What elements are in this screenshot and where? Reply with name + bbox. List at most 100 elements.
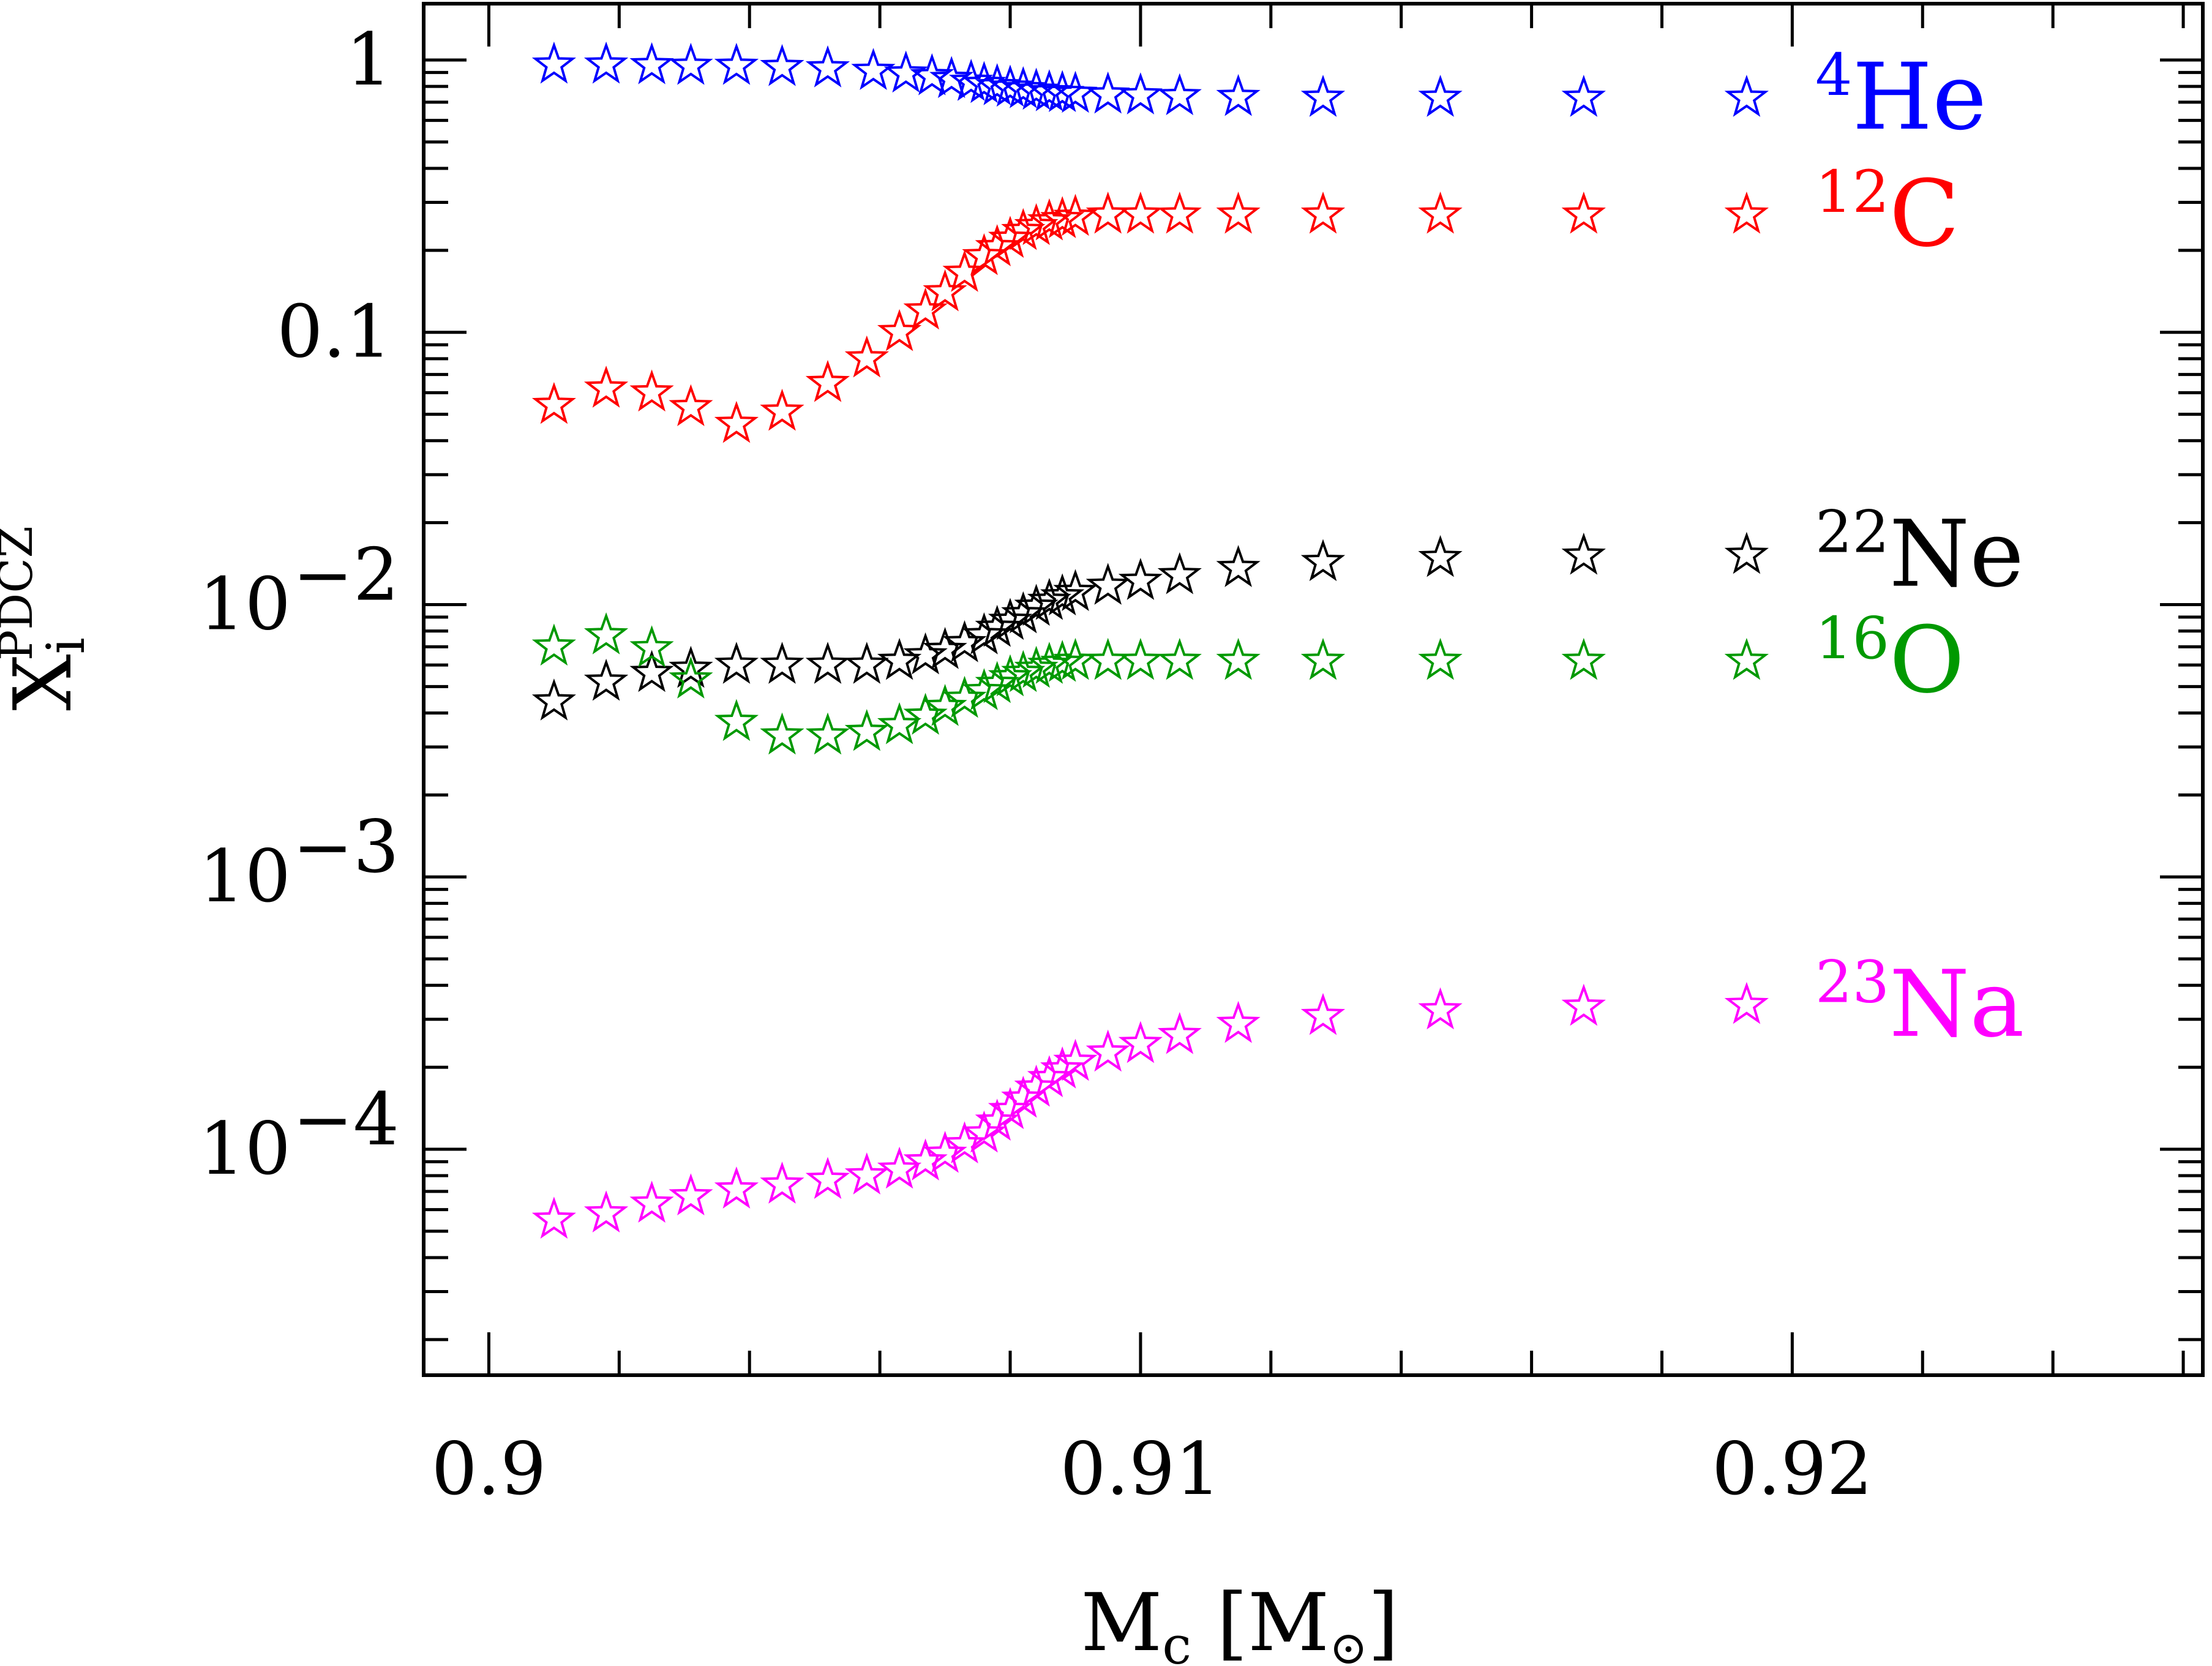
data-point [923,1130,967,1173]
data-point [760,388,804,431]
data-point [583,41,629,84]
data-point [805,642,850,684]
plot-frame [422,2,2205,1377]
data-point [1157,73,1202,116]
data-point [1216,637,1261,680]
x-tick-label: 0.91 [1060,1427,1221,1511]
data-point [1027,577,1071,620]
x-tick-label: 0.92 [1712,1427,1873,1511]
data-point [844,335,889,378]
data-point [851,48,896,90]
data-point [669,656,713,699]
data-point [1001,208,1046,250]
data-point [1724,75,1769,117]
data-point [1040,573,1085,616]
data-point [583,1190,629,1233]
data-point [962,612,1007,655]
data-point [1561,75,1606,117]
data-point [844,1152,889,1195]
data-point [1561,983,1606,1026]
x-axis-title: Mc [M⊙] [1081,1576,1398,1666]
data-point [1216,191,1261,234]
data-point [760,642,804,684]
ticks-layer [424,4,2203,1375]
data-point [1001,591,1046,634]
data-point [923,269,967,312]
data-point [1085,191,1130,234]
data-point [669,645,713,688]
data-point [1053,1038,1098,1081]
data-point [583,658,629,701]
data-point [1724,531,1769,574]
data-point [1300,539,1346,582]
data-point [714,1166,759,1209]
data-point [669,384,713,427]
data-point [1040,1046,1085,1089]
data-point [877,702,922,745]
data-point [844,642,889,684]
data-point [1157,191,1202,234]
data-point [1027,1055,1071,1098]
data-point [975,63,1019,105]
data-point [975,661,1019,704]
data-point [1118,558,1163,600]
data-point [583,612,629,655]
data-point [929,56,974,99]
data-point [805,45,850,88]
data-point [903,692,948,735]
data-point [714,400,759,443]
data-point [844,708,889,751]
data-point [910,53,954,96]
data-point [1118,72,1163,114]
data-point [1157,552,1202,595]
data-point [975,604,1019,647]
data-point [1085,563,1130,605]
data-point [629,650,674,692]
data-point [923,627,967,669]
data-point [1118,1021,1163,1064]
data-point [805,1157,850,1199]
data-point [1053,569,1098,612]
data-point [1300,992,1346,1035]
data-point [1014,203,1059,246]
data-point [1085,71,1130,114]
data-point [988,654,1033,697]
data-point [805,712,850,755]
data-point [903,632,948,675]
data-point [1418,191,1463,234]
data-point [1001,66,1046,108]
y-tick-label-exponent: −2 [293,532,399,617]
y-tick-label: 10 [199,834,291,918]
data-point [1118,191,1163,234]
data-point [1027,69,1071,111]
data-point [988,598,1033,640]
data-point [1014,67,1059,110]
data-point [760,712,804,755]
data-point [962,668,1007,710]
series-label-c: 12C [1815,159,1960,268]
series-o [531,612,1769,755]
data-point [531,381,576,424]
data-point [669,1173,713,1216]
data-point [1118,637,1163,680]
data-point [903,287,948,330]
data-point [1561,532,1606,575]
data-point [1216,73,1261,116]
data-point [1014,583,1059,626]
data-point [1157,1011,1202,1054]
series-label-ne: 22Ne [1815,499,2024,608]
y-tick-label: 0.1 [277,290,392,374]
data-point [583,366,629,408]
y-tick-label-exponent: −3 [293,805,399,889]
data-point [1053,193,1098,236]
y-tick-label: 10 [199,561,291,646]
data-point [1418,535,1463,577]
data-point [1300,75,1346,117]
y-tick-label: 1 [346,17,392,102]
data-point [1418,75,1463,117]
series-label-o: 16O [1815,605,1965,714]
y-axis-title: XiPDCZ [0,526,97,711]
series-c [531,191,1769,443]
data-point [669,42,713,85]
